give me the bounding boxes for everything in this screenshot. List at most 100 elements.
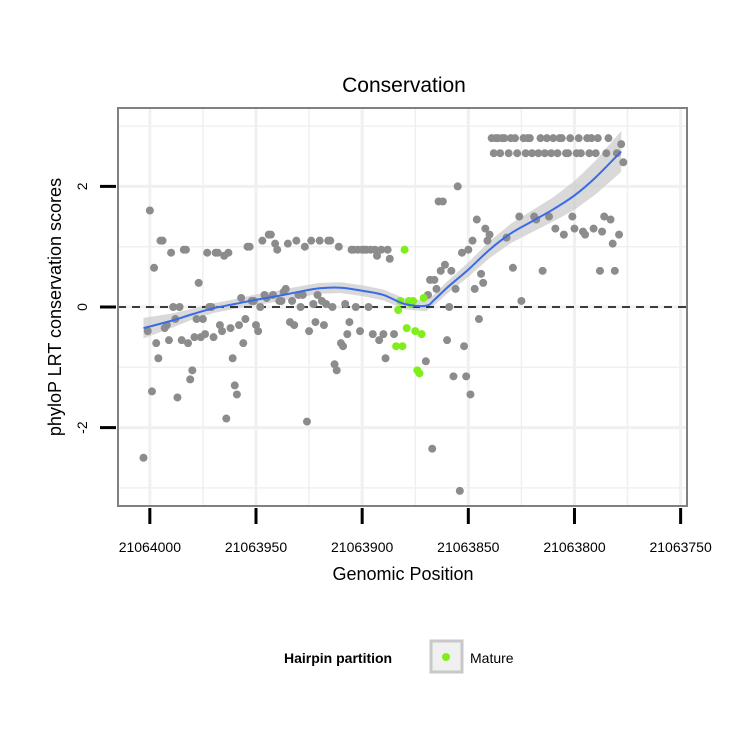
data-point xyxy=(436,266,445,275)
data-point xyxy=(356,327,365,336)
data-point xyxy=(341,299,350,308)
data-point xyxy=(319,321,328,330)
x-tick-label: 21063950 xyxy=(225,539,288,555)
data-point xyxy=(283,239,292,248)
data-point xyxy=(307,236,316,245)
data-point xyxy=(610,266,619,275)
data-point xyxy=(305,327,314,336)
data-point xyxy=(453,182,462,191)
data-point xyxy=(547,149,556,158)
data-point xyxy=(296,303,305,311)
data-point xyxy=(504,149,513,158)
data-point xyxy=(457,248,466,257)
data-point xyxy=(239,339,248,348)
data-point xyxy=(154,354,163,363)
data-point xyxy=(587,134,596,143)
legend: Hairpin partition Mature xyxy=(284,639,514,674)
data-point xyxy=(581,230,590,239)
data-point xyxy=(315,236,324,245)
data-point xyxy=(290,321,299,330)
mature-point xyxy=(419,293,428,302)
data-point xyxy=(525,134,534,143)
data-point xyxy=(139,453,148,462)
data-point xyxy=(472,215,481,224)
data-point xyxy=(513,149,522,158)
data-point xyxy=(540,149,549,158)
legend-label-mature: Mature xyxy=(470,650,514,666)
data-point xyxy=(604,134,613,143)
data-point xyxy=(375,336,384,345)
y-tick-label: -2 xyxy=(74,421,90,434)
data-point xyxy=(339,342,348,351)
data-point xyxy=(566,134,575,143)
data-point xyxy=(460,342,469,351)
data-point xyxy=(449,372,458,381)
data-point xyxy=(379,330,388,339)
data-point xyxy=(345,318,354,327)
data-point xyxy=(288,296,297,305)
legend-title: Hairpin partition xyxy=(284,650,392,666)
data-point xyxy=(383,245,392,254)
data-point xyxy=(311,318,320,327)
data-point xyxy=(536,134,545,143)
data-point xyxy=(256,303,265,311)
mature-point xyxy=(402,324,411,333)
data-point xyxy=(292,236,301,245)
y-axis: -2 0 2 xyxy=(74,182,116,434)
data-point xyxy=(175,303,184,311)
data-point xyxy=(241,315,250,324)
data-point xyxy=(464,245,473,254)
data-point xyxy=(158,236,167,245)
data-point xyxy=(190,333,199,342)
y-tick-label: 2 xyxy=(74,182,90,190)
data-point xyxy=(230,381,239,390)
confidence-band-layer xyxy=(143,130,622,339)
data-point xyxy=(252,321,261,330)
data-point xyxy=(373,251,382,260)
data-point xyxy=(430,275,439,284)
data-point xyxy=(169,303,178,311)
data-point xyxy=(164,336,173,345)
data-point xyxy=(368,330,377,339)
data-point xyxy=(228,354,237,363)
data-point xyxy=(466,390,475,399)
data-point xyxy=(167,248,176,257)
data-point xyxy=(568,212,577,221)
mature-point xyxy=(411,327,420,336)
data-point xyxy=(477,269,486,278)
x-tick-label: 21063900 xyxy=(331,539,394,555)
data-point xyxy=(570,224,579,233)
data-point xyxy=(553,149,562,158)
chart-title: Conservation xyxy=(342,74,466,97)
data-point xyxy=(612,149,621,158)
plot-panel-border xyxy=(117,107,688,507)
data-point xyxy=(222,414,231,423)
data-point xyxy=(177,336,186,345)
data-point xyxy=(615,230,624,239)
data-point xyxy=(235,321,244,330)
data-point xyxy=(181,245,190,254)
data-point xyxy=(470,284,479,293)
data-point xyxy=(213,248,222,257)
data-point xyxy=(300,242,309,251)
data-point xyxy=(302,417,311,426)
data-point xyxy=(551,224,560,233)
data-point xyxy=(521,149,530,158)
data-point xyxy=(330,360,339,369)
data-point xyxy=(273,245,282,254)
data-point xyxy=(309,299,318,308)
x-tick-label: 21063800 xyxy=(543,539,606,555)
data-point xyxy=(489,149,498,158)
data-point xyxy=(542,134,551,143)
data-point xyxy=(322,299,331,308)
mature-point xyxy=(409,296,418,305)
data-point xyxy=(184,339,193,348)
data-point xyxy=(468,236,477,245)
mature-point xyxy=(398,342,407,351)
data-point xyxy=(385,254,394,263)
data-point xyxy=(370,245,379,254)
data-point xyxy=(534,149,543,158)
data-point xyxy=(326,236,335,245)
mature-point xyxy=(417,330,426,339)
